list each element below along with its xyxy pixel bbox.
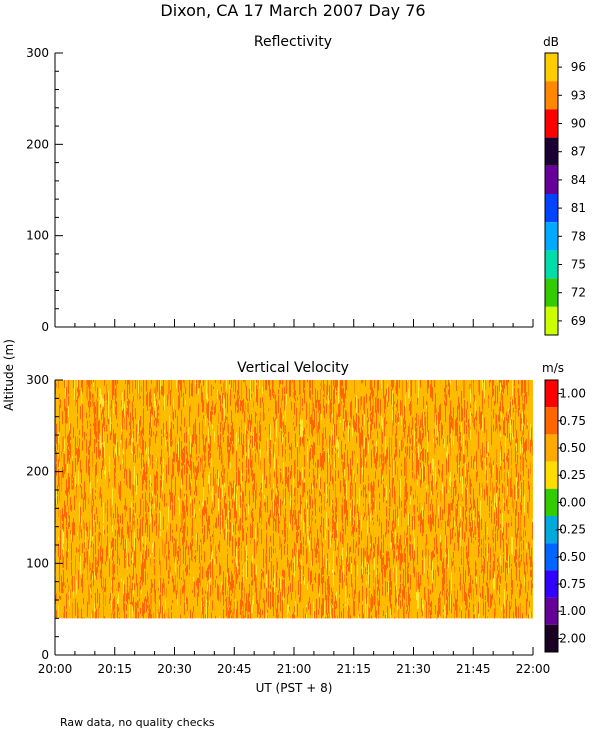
velocity-colorbar-swatch <box>545 624 558 652</box>
velocity-colorbar-swatch <box>545 516 558 544</box>
velocity-x-tick-label: 20:00 <box>38 662 73 676</box>
reflectivity-y-tick-label: 300 <box>26 46 49 60</box>
reflectivity-colorbar-swatch <box>545 250 558 279</box>
reflectivity-colorbar-swatch <box>545 194 558 223</box>
reflectivity-colorbar-swatch <box>545 165 558 194</box>
reflectivity-colorbar-swatch <box>545 53 558 82</box>
velocity-colorbar-label: -0.25 <box>555 523 586 537</box>
velocity-colorbar-label: 1.00 <box>559 387 586 401</box>
velocity-x-tick-label: 21:30 <box>396 662 431 676</box>
velocity-panel: 0 100 200 300 20:00 20:15 20:30 20:45 21:00 21:15… <box>26 373 550 676</box>
velocity-x-tick-label: 21:45 <box>456 662 491 676</box>
velocity-colorbar-swatch <box>545 488 558 516</box>
reflectivity-title: Reflectivity <box>254 34 332 50</box>
figure-title: Dixon, CA 17 March 2007 Day 76 <box>160 1 425 20</box>
velocity-y-tick-label: 0 <box>41 648 49 662</box>
reflectivity-colorbar-swatch <box>545 137 558 166</box>
velocity-x-tick-label: 20:45 <box>217 662 252 676</box>
reflectivity-panel: 0 100 200 300 <box>26 46 534 334</box>
reflectivity-colorbar-label: 96 <box>571 60 586 74</box>
reflectivity-colorbar-swatch <box>545 109 558 138</box>
velocity-x-tick-label: 22:00 <box>516 662 551 676</box>
reflectivity-y-tick-label: 100 <box>26 229 49 243</box>
velocity-colorbar-label: -0.75 <box>555 577 586 591</box>
reflectivity-colorbar: 96 93 90 87 84 81 78 75 72 69 <box>544 52 586 336</box>
reflectivity-colorbar-label: 78 <box>571 229 586 243</box>
reflectivity-colorbar-label: 72 <box>571 286 586 300</box>
reflectivity-colorbar-unit: dB <box>543 35 559 49</box>
reflectivity-colorbar-swatch <box>545 81 558 110</box>
reflectivity-colorbar-swatch <box>545 222 558 251</box>
velocity-colorbar: 1.00 0.75 0.50 0.25 0.00 -0.25 -0.50 -0.75 -1.00… <box>544 379 586 653</box>
velocity-colorbar-label: -1.00 <box>555 604 586 618</box>
velocity-title: Vertical Velocity <box>237 360 349 376</box>
velocity-colorbar-swatch <box>545 461 558 489</box>
velocity-colorbar-unit: m/s <box>542 361 564 375</box>
velocity-x-tick-label: 21:00 <box>277 662 312 676</box>
velocity-colorbar-label: 0.75 <box>559 414 586 428</box>
velocity-y-tick-label: 300 <box>26 373 49 387</box>
velocity-x-tick-label: 20:15 <box>97 662 132 676</box>
reflectivity-y-tick-label: 200 <box>26 137 49 151</box>
velocity-colorbar-label: 0.00 <box>559 495 586 509</box>
footnote: Raw data, no quality checks <box>60 716 215 729</box>
velocity-colorbar-label: 0.50 <box>559 441 586 455</box>
reflectivity-colorbar-frame <box>544 52 559 336</box>
reflectivity-colorbar-label: 87 <box>571 145 586 159</box>
velocity-colorbar-swatch <box>545 380 558 408</box>
velocity-field-streaks <box>55 380 533 619</box>
velocity-colorbar-swatch <box>545 543 558 571</box>
reflectivity-colorbar-label: 90 <box>571 117 586 131</box>
velocity-colorbar-swatch <box>545 407 558 435</box>
velocity-colorbar-swatch <box>545 570 558 598</box>
reflectivity-colorbar-label: 75 <box>571 258 586 272</box>
reflectivity-colorbar-label: 69 <box>571 314 586 328</box>
velocity-x-tick-label: 21:15 <box>336 662 371 676</box>
reflectivity-colorbar-swatch <box>545 306 558 335</box>
velocity-y-tick-label: 200 <box>26 465 49 479</box>
velocity-x-tick-label: 20:30 <box>157 662 192 676</box>
x-axis-label: UT (PST + 8) <box>256 681 333 695</box>
reflectivity-colorbar-label: 81 <box>571 201 586 215</box>
velocity-colorbar-frame <box>544 379 559 653</box>
reflectivity-colorbar-label: 84 <box>571 173 586 187</box>
velocity-colorbar-label: -2.00 <box>555 631 586 645</box>
reflectivity-colorbar-label: 93 <box>571 88 586 102</box>
velocity-colorbar-label: 0.25 <box>559 468 586 482</box>
velocity-y-tick-label: 100 <box>26 556 49 570</box>
y-axis-label: Altitude (m) <box>2 339 16 411</box>
velocity-colorbar-swatch <box>545 434 558 462</box>
velocity-colorbar-label: -0.50 <box>555 550 586 564</box>
velocity-colorbar-swatch <box>545 597 558 625</box>
reflectivity-colorbar-swatch <box>545 278 558 307</box>
reflectivity-y-tick-label: 0 <box>41 320 49 334</box>
